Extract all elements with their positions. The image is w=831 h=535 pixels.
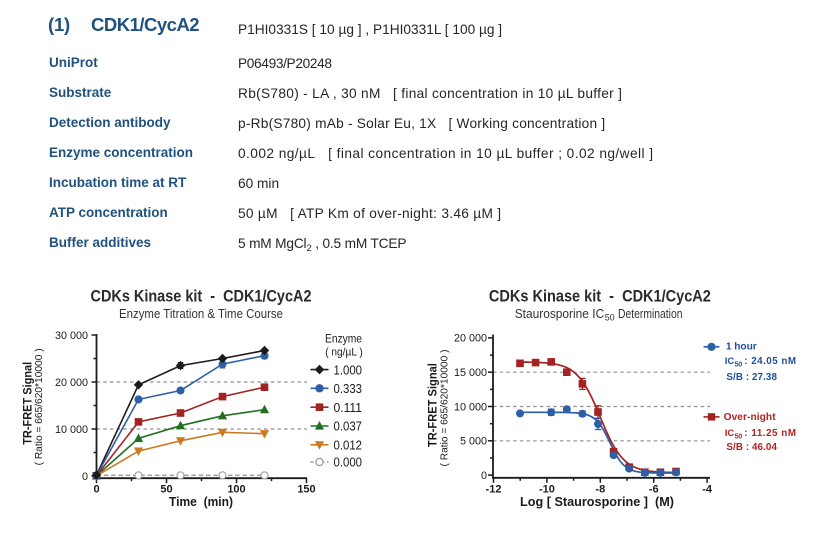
svg-text:( ng/µL ): ( ng/µL ) [325, 346, 363, 358]
svg-text:: 24.05 nM: : 24.05 nM [744, 356, 796, 367]
svg-text:-12: -12 [486, 483, 502, 495]
svg-text:CDKs Kinase kit - CDK1/CycA2: CDKs Kinase kit - CDK1/CycA2 [91, 288, 312, 306]
svg-text:0.012: 0.012 [334, 438, 363, 453]
svg-text:50: 50 [735, 362, 743, 369]
svg-text:20 000: 20 000 [454, 333, 487, 345]
svg-text:0.037: 0.037 [334, 419, 363, 434]
svg-text:-10: -10 [539, 483, 555, 495]
svg-text:50: 50 [605, 313, 615, 323]
svg-text:150: 150 [297, 483, 315, 495]
svg-text:0: 0 [93, 483, 99, 495]
svg-text:Determination: Determination [618, 306, 683, 321]
svg-text:-6: -6 [649, 483, 659, 495]
svg-text:CDKs Kinase kit - CDK1/CycA2: CDKs Kinase kit - CDK1/CycA2 [489, 288, 711, 306]
svg-text:10 000: 10 000 [454, 401, 487, 413]
svg-text:: 11.25 nM: : 11.25 nM [744, 428, 796, 439]
svg-text:0.000: 0.000 [334, 455, 363, 470]
svg-text:-8: -8 [595, 483, 605, 495]
svg-text:30 000: 30 000 [55, 330, 88, 342]
svg-text:Enzyme: Enzyme [325, 334, 362, 346]
svg-text:( Ratio = 665/620*10000 ): ( Ratio = 665/620*10000 ) [439, 350, 450, 467]
svg-text:5 000: 5 000 [460, 436, 487, 448]
svg-text:S/B : 46.04: S/B : 46.04 [726, 442, 777, 453]
svg-text:0.333: 0.333 [334, 381, 363, 396]
svg-text:50: 50 [160, 483, 172, 495]
svg-text:IC: IC [725, 428, 735, 439]
svg-text:0.111: 0.111 [334, 400, 363, 415]
svg-text:S/B : 27.38: S/B : 27.38 [726, 372, 777, 383]
svg-text:1 hour: 1 hour [726, 341, 757, 352]
svg-text:TR-FRET Signal: TR-FRET Signal [22, 362, 34, 445]
svg-text:0: 0 [82, 471, 88, 483]
svg-text:IC: IC [725, 356, 735, 367]
svg-text:20 000: 20 000 [55, 377, 88, 389]
svg-text:100: 100 [227, 483, 245, 495]
svg-text:Log [ Staurosporine ] (M): Log [ Staurosporine ] (M) [520, 494, 674, 509]
svg-text:1.000: 1.000 [334, 362, 363, 377]
svg-text:( Ratio = 665/620*10000 ): ( Ratio = 665/620*10000 ) [34, 348, 45, 465]
svg-text:Staurosporine IC: Staurosporine IC [515, 306, 605, 321]
svg-text:Time (min): Time (min) [169, 494, 233, 509]
svg-text:0: 0 [481, 470, 487, 482]
svg-text:15 000: 15 000 [454, 367, 487, 379]
svg-text:50: 50 [735, 433, 743, 440]
svg-text:Over-night: Over-night [724, 412, 777, 423]
svg-text:-4: -4 [702, 483, 713, 495]
svg-text:TR-FRET Signal: TR-FRET Signal [427, 363, 439, 447]
svg-text:10 000: 10 000 [55, 424, 88, 436]
svg-text:Enzyme Titration & Time Course: Enzyme Titration & Time Course [119, 306, 283, 321]
